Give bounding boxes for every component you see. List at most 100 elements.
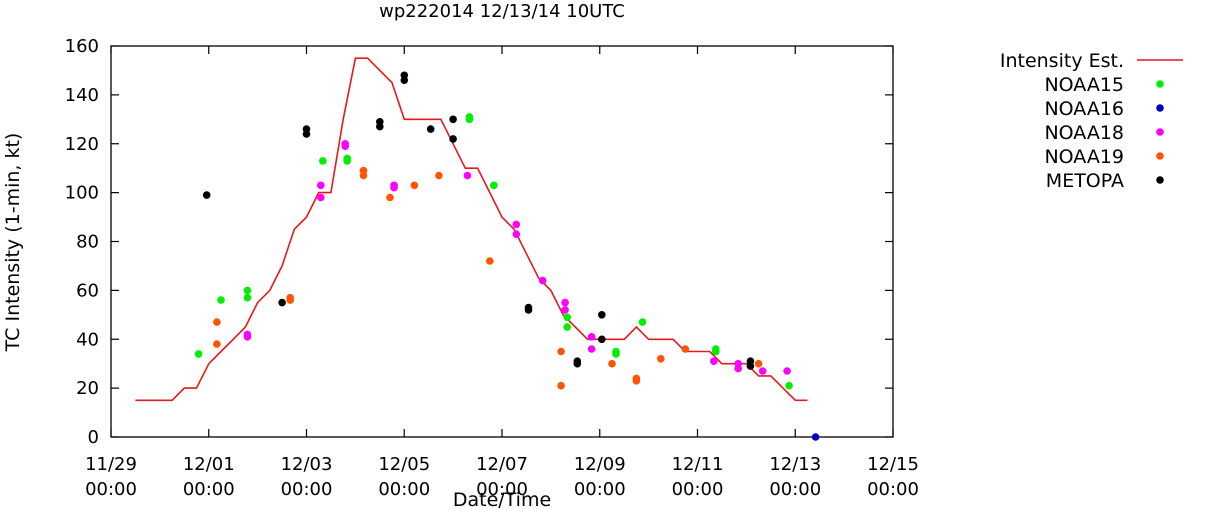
x-tick-label-date: 12/05 [378, 454, 430, 475]
x-tick-label-date: 12/15 [867, 454, 919, 475]
data-point [783, 367, 791, 375]
data-point [449, 135, 457, 143]
legend-label: NOAA18 [1044, 122, 1124, 144]
x-tick-label-date: 12/09 [574, 454, 626, 475]
data-point [426, 125, 435, 133]
legend-swatch-dot [1156, 128, 1164, 136]
series-noaa18 [243, 140, 791, 375]
x-axis-title: Date/Time [453, 489, 551, 509]
y-tick-label: 140 [65, 85, 99, 106]
data-point [563, 313, 571, 322]
data-point [557, 347, 565, 356]
data-point [563, 323, 571, 331]
y-tick-label: 120 [65, 134, 99, 155]
data-point [376, 122, 384, 131]
x-tick-label-time: 00:00 [769, 479, 821, 500]
legend-swatch-dot [1156, 104, 1164, 112]
data-point [710, 357, 718, 366]
data-point [512, 220, 521, 229]
y-axis: 0 20 40 60 80 100 120 140 160 [65, 36, 893, 448]
x-tick-label-date: 12/13 [769, 454, 821, 475]
y-tick-label: 0 [88, 427, 99, 448]
data-point [811, 433, 820, 441]
data-point [561, 298, 569, 307]
data-point [538, 276, 547, 285]
series-noaa19 [213, 166, 763, 390]
data-point [217, 296, 225, 304]
data-point [213, 318, 221, 326]
x-tick-label-time: 00:00 [378, 479, 430, 500]
x-tick-label-time: 00:00 [85, 479, 137, 500]
data-point [202, 191, 211, 199]
intensity-estimate-line [135, 57, 808, 402]
data-point [486, 257, 494, 265]
legend-label: NOAA19 [1044, 146, 1124, 168]
x-tick-label-time: 00:00 [867, 479, 919, 500]
data-point [557, 381, 565, 390]
legend-swatch-dot [1156, 80, 1164, 88]
data-point [463, 171, 472, 180]
data-point [435, 171, 443, 180]
y-tick-label: 60 [76, 280, 99, 301]
data-point [410, 181, 419, 190]
data-point [587, 345, 596, 353]
x-tick-label-time: 00:00 [183, 479, 235, 500]
legend-label: NOAA16 [1044, 98, 1124, 120]
legend-label: NOAA15 [1044, 74, 1124, 96]
legend: Intensity Est.NOAA15NOAA16NOAA18NOAA19ME… [1000, 50, 1183, 192]
x-tick-label-time: 00:00 [476, 479, 528, 500]
data-point [712, 345, 720, 353]
data-point [449, 115, 457, 124]
series-metopa [202, 71, 755, 370]
data-point [734, 359, 742, 368]
y-tick-label: 40 [76, 329, 99, 350]
data-point [359, 171, 368, 180]
x-tick-label-date: 12/03 [281, 454, 333, 475]
y-tick-label: 80 [76, 232, 99, 253]
data-point [317, 181, 325, 190]
data-point [341, 140, 350, 148]
data-point [524, 306, 533, 314]
data-point [754, 359, 763, 368]
data-point [638, 318, 647, 326]
data-point [286, 293, 295, 302]
plot-area-border [110, 45, 894, 438]
data-point [278, 298, 286, 307]
data-point [632, 377, 641, 385]
data-point [598, 335, 606, 344]
data-point [400, 76, 409, 84]
x-tick-label-time: 00:00 [672, 479, 724, 500]
data-point [343, 154, 352, 163]
data-point [213, 340, 221, 348]
data-point [243, 286, 252, 295]
data-point [573, 359, 582, 368]
series-layer [135, 57, 820, 441]
data-point [681, 345, 690, 353]
chart-title: wp222014 12/13/14 10UTC [379, 1, 625, 22]
x-axis: 11/29 00:00 12/01 00:00 12/03 00:00 12/05 00:00… [85, 46, 919, 500]
data-point [561, 306, 569, 314]
x-tick-label-date: 12/07 [476, 454, 528, 475]
legend-label: Intensity Est. [1000, 50, 1124, 72]
y-axis-title: TC Intensity (1-min, kt) [2, 133, 24, 353]
data-point [319, 157, 327, 165]
x-tick-label-time: 00:00 [281, 479, 333, 500]
data-point [785, 381, 793, 390]
x-tick-label-date: 12/11 [672, 454, 724, 475]
data-point [465, 113, 474, 121]
data-point [612, 347, 620, 356]
data-point [243, 330, 252, 339]
legend-label: METOPA [1046, 170, 1124, 192]
plot-frame-layer [110, 45, 894, 438]
series-noaa15 [194, 113, 793, 390]
data-point [243, 293, 252, 302]
data-point [608, 359, 616, 368]
x-tick-label-date: 12/01 [183, 454, 235, 475]
data-point [317, 193, 325, 202]
x-tick-label-time: 00:00 [574, 479, 626, 500]
data-point [657, 355, 665, 363]
data-point [386, 193, 394, 202]
y-tick-label: 160 [65, 36, 99, 57]
series-noaa16 [811, 433, 820, 441]
